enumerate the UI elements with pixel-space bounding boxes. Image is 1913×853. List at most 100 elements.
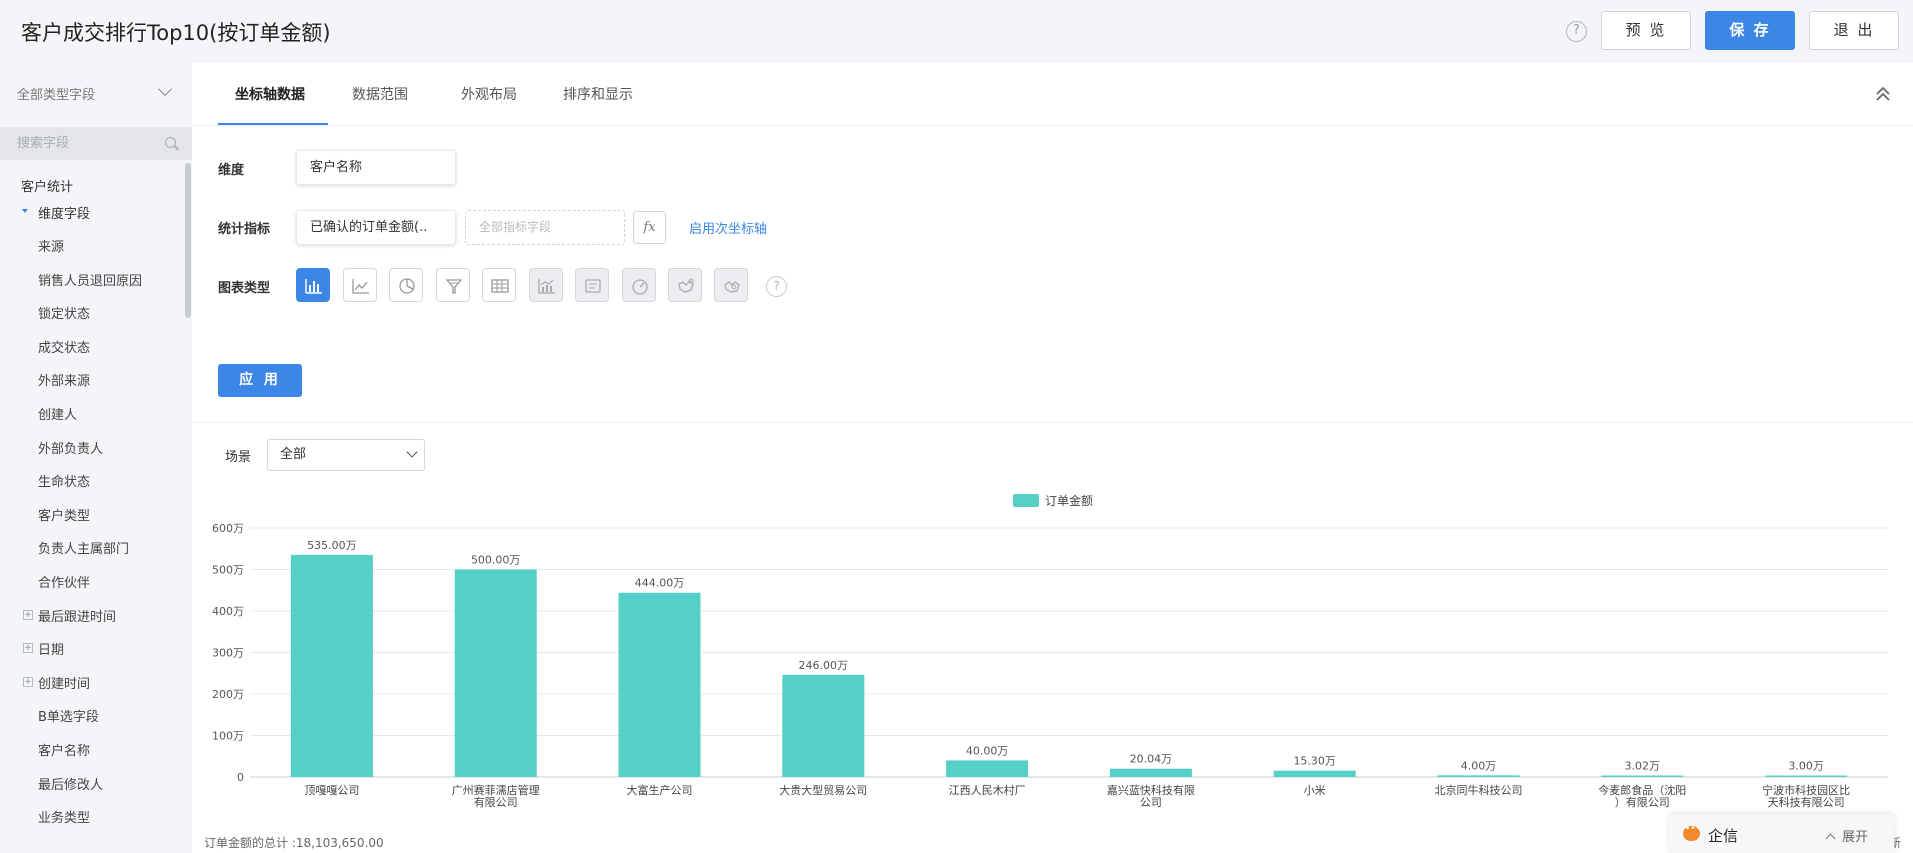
tree-dimension-group[interactable]: 维度字段 — [38, 207, 91, 222]
combo-chart-button[interactable] — [529, 268, 563, 302]
bar — [1437, 775, 1520, 777]
scene-label: 场景 — [225, 450, 252, 465]
tree-item[interactable]: 负责人主属部门 — [38, 542, 130, 558]
apply-button[interactable]: 应 用 — [218, 364, 302, 397]
bar — [1273, 770, 1356, 777]
card-chart-icon — [585, 279, 601, 293]
dimension-label: 维度 — [218, 163, 245, 178]
tree-item[interactable]: 外部来源 — [38, 374, 91, 390]
caret-down-icon[interactable] — [22, 209, 28, 213]
y-tick-label: 100万 — [212, 730, 244, 743]
x-tick-label: 嘉兴蓝快科技有限 — [1107, 783, 1195, 797]
x-tick-label: 公司 — [1140, 796, 1162, 809]
help-icon[interactable]: ? — [1566, 21, 1587, 42]
chat-expand-button[interactable]: 展开 — [1825, 826, 1869, 845]
chat-expand-label: 展开 — [1842, 830, 1869, 845]
gauge-chart-button[interactable] — [622, 268, 656, 302]
bar — [782, 674, 865, 777]
chat-widget[interactable]: 企信 展开 — [1669, 814, 1894, 853]
tree-item[interactable]: 最后修改人 — [38, 777, 104, 793]
table-chart-button[interactable] — [482, 268, 516, 302]
expand-plus-icon[interactable]: + — [23, 676, 33, 687]
tree-item[interactable]: 创建人 — [38, 408, 78, 423]
bar — [1765, 775, 1848, 777]
tree-item[interactable]: 客户名称 — [38, 744, 91, 759]
x-tick-label: 有限公司 — [474, 795, 518, 809]
funnel-chart-button[interactable] — [436, 268, 470, 302]
tab-data-range[interactable]: 数据范围 — [352, 87, 408, 103]
x-tick-label: 大贵大型贸易公司 — [779, 783, 867, 797]
tree-item-expandable[interactable]: 日期 — [38, 643, 65, 659]
bar — [290, 554, 373, 777]
line-chart-button[interactable] — [343, 268, 377, 302]
exit-button[interactable]: 退 出 — [1809, 11, 1899, 50]
formula-button[interactable]: fx — [633, 211, 666, 244]
save-button[interactable]: 保 存 — [1705, 11, 1795, 50]
data-label: 15.30万 — [1293, 755, 1336, 768]
y-tick-label: 500万 — [212, 564, 244, 577]
scene-select[interactable]: 全部 — [267, 439, 425, 471]
metric-field[interactable]: 已确认的订单金额(.. — [296, 210, 456, 245]
x-tick-label: 江西人民木村厂 — [949, 783, 1026, 797]
field-search-input[interactable] — [0, 127, 160, 160]
chat-title: 企信 — [1708, 827, 1739, 845]
y-tick-label: 600万 — [212, 522, 244, 535]
tree-item[interactable]: 来源 — [38, 240, 65, 255]
chart-type-help-icon[interactable]: ? — [766, 276, 787, 297]
bar — [618, 592, 701, 777]
total-summary: 订单金额的总计 :18,103,650.00 — [204, 836, 384, 850]
tree-item-expandable[interactable]: 最后跟进时间 — [38, 609, 117, 625]
dimension-field[interactable]: 客户名称 — [296, 150, 456, 185]
tree-item[interactable]: 销售人员退回原因 — [38, 273, 143, 289]
metric-label: 统计指标 — [218, 222, 271, 237]
pie-chart-icon — [399, 278, 415, 294]
tree-item[interactable]: 合作伙伴 — [38, 576, 91, 591]
expand-plus-icon[interactable]: + — [23, 609, 33, 620]
tab-bar: 坐标轴数据 数据范围 外观布局 排序和显示 — [192, 63, 1913, 126]
double-chevron-up-icon[interactable] — [1875, 85, 1891, 101]
bar — [1601, 775, 1684, 777]
legend-swatch — [1013, 494, 1039, 507]
bar — [1109, 768, 1192, 777]
sidebar-scrollbar[interactable] — [185, 163, 191, 318]
expand-plus-icon[interactable]: + — [23, 643, 33, 654]
data-label: 4.00万 — [1461, 759, 1497, 772]
preview-button[interactable]: 预 览 — [1601, 11, 1691, 50]
data-label: 246.00万 — [799, 659, 849, 672]
chat-bubble-icon — [1683, 824, 1701, 841]
tree-group-title[interactable]: 客户统计 — [21, 180, 74, 195]
x-tick-label: 小米 — [1304, 784, 1326, 797]
line-chart-icon — [352, 279, 369, 294]
bar-chart-button[interactable] — [296, 268, 330, 302]
x-tick-label: 今麦郎食品（沈阳 — [1598, 783, 1686, 797]
chevron-down-icon[interactable] — [157, 81, 173, 97]
tree-item-expandable[interactable]: 创建时间 — [38, 676, 91, 692]
card-chart-button[interactable] — [575, 268, 609, 302]
tree-item[interactable]: 客户类型 — [38, 508, 91, 524]
tree-item[interactable]: B单选字段 — [38, 710, 99, 726]
data-label: 20.04万 — [1130, 753, 1173, 766]
x-tick-label: 广州赛菲濡店管理 — [452, 783, 540, 797]
metric-drop-zone[interactable]: 全部指标字段 — [465, 210, 625, 245]
tree-item[interactable]: 生命状态 — [38, 475, 91, 491]
pie-chart-button[interactable] — [389, 268, 423, 302]
bar-chart: 订单金额 0 100万 200万 300万 400万 500万 600万 535.00万顶嘎嘎公… — [212, 493, 1888, 809]
table-chart-icon — [491, 279, 509, 293]
tab-axis-data[interactable]: 坐标轴数据 — [235, 87, 305, 103]
tree-item[interactable]: 成交状态 — [38, 340, 91, 356]
combo-chart-icon — [538, 279, 555, 294]
x-tick-label: 大富生产公司 — [627, 783, 693, 797]
map-chart-button[interactable] — [668, 268, 702, 302]
tree-item[interactable]: 外部负责人 — [38, 441, 104, 457]
tree-item[interactable]: 锁定状态 — [38, 307, 91, 323]
secondary-axis-link[interactable]: 启用次坐标轴 — [689, 222, 768, 237]
tab-sort-display[interactable]: 排序和显示 — [563, 87, 633, 103]
tab-appearance[interactable]: 外观布局 — [461, 87, 517, 103]
page-title: 客户成交排行Top10(按订单金额) — [21, 21, 331, 45]
field-type-select[interactable]: 全部类型字段 — [17, 88, 96, 103]
data-label: 444.00万 — [635, 577, 685, 590]
tree-item[interactable]: 业务类型 — [38, 811, 91, 827]
search-icon[interactable] — [165, 137, 176, 148]
bar — [454, 569, 537, 777]
map2-chart-button[interactable] — [714, 268, 748, 302]
